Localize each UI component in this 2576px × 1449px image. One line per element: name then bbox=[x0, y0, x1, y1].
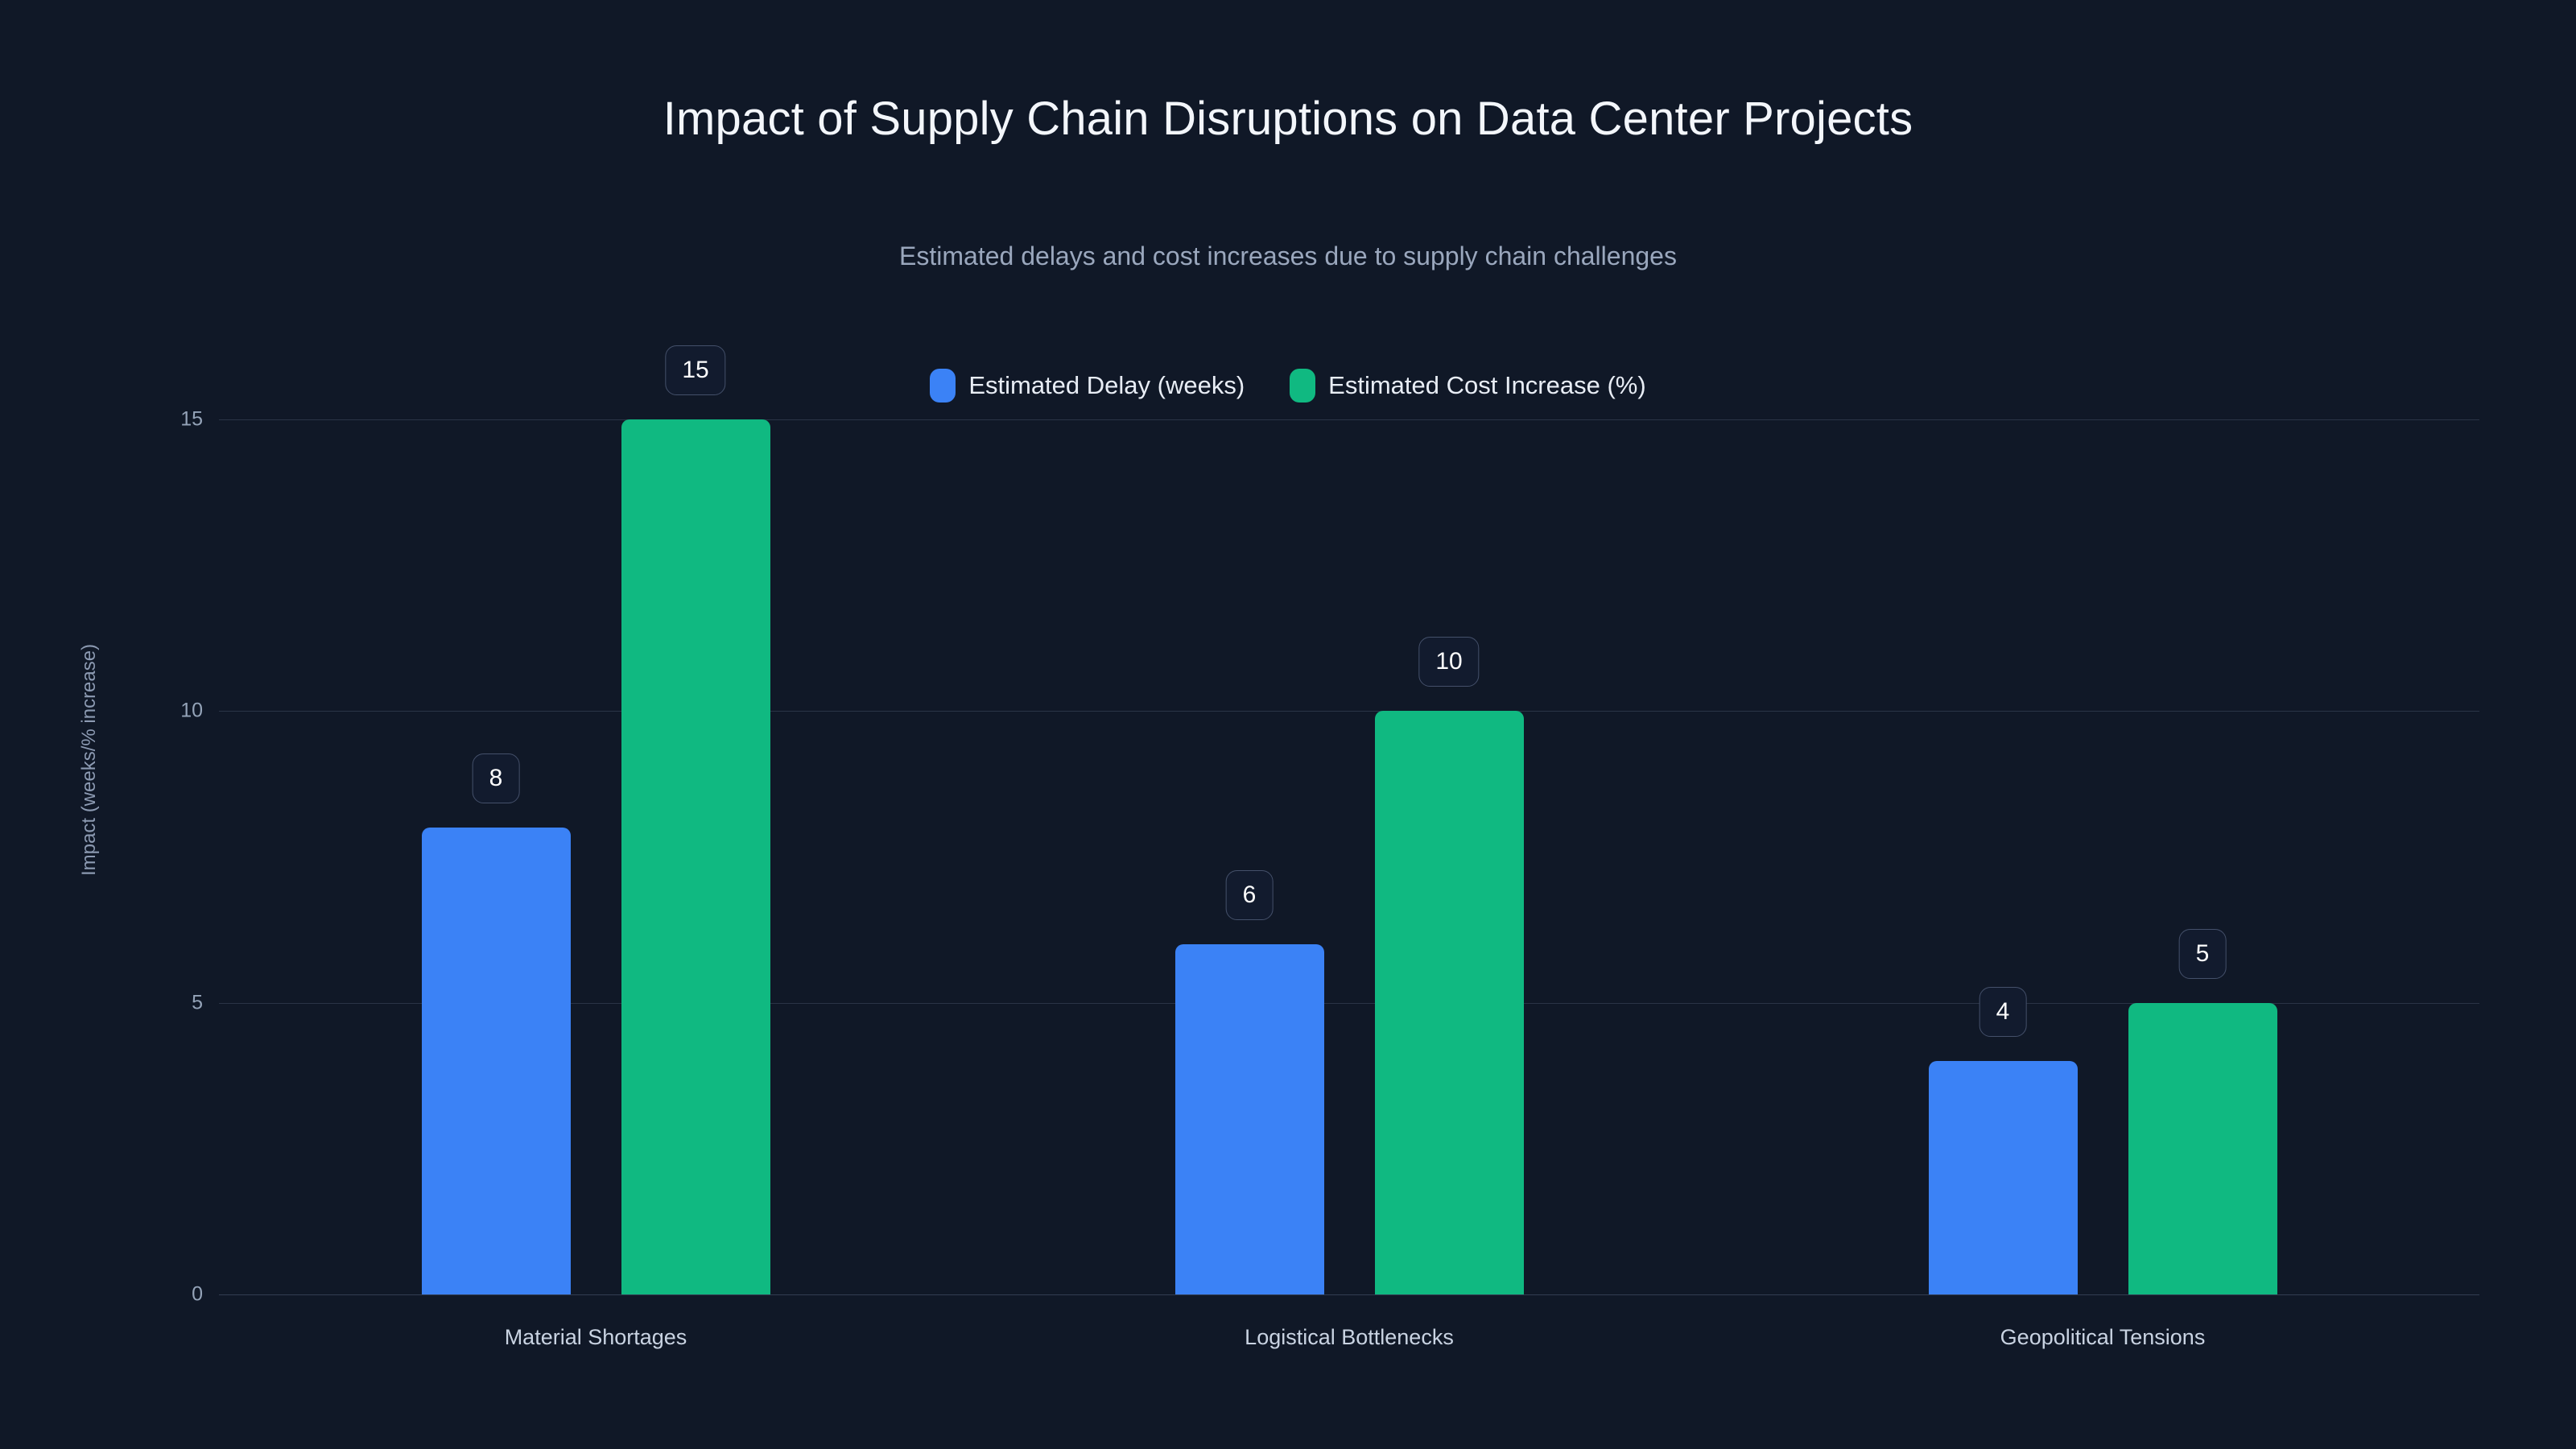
x-axis-tick-label: Material Shortages bbox=[504, 1325, 687, 1349]
y-axis-tick-label: 10 bbox=[180, 699, 203, 722]
plot-area: 8 15 6 10 4 5 bbox=[219, 345, 2479, 1295]
y-axis-tick-label: 0 bbox=[192, 1282, 203, 1306]
gridline bbox=[219, 419, 2479, 420]
gridline bbox=[219, 711, 2479, 712]
bar[interactable] bbox=[421, 828, 571, 1294]
x-axis-tick-label: Geopolitical Tensions bbox=[2000, 1325, 2206, 1349]
bar[interactable] bbox=[1928, 1061, 2078, 1294]
bar[interactable] bbox=[1174, 944, 1324, 1294]
legend-swatch-icon bbox=[1290, 369, 1316, 402]
y-axis-tick-label: 5 bbox=[192, 991, 203, 1014]
legend-item[interactable]: Estimated Delay (weeks) bbox=[930, 369, 1245, 402]
bar-value-label: 10 bbox=[1418, 637, 1480, 687]
bar[interactable] bbox=[1374, 711, 1524, 1294]
bar-value-label: 5 bbox=[2178, 928, 2227, 979]
bar-value-label: 6 bbox=[1225, 870, 1274, 921]
x-axis-tick-label: Logistical Bottlenecks bbox=[1245, 1325, 1454, 1349]
bar-value-label: 8 bbox=[472, 753, 520, 804]
legend-swatch-icon bbox=[930, 369, 956, 402]
bar-value-label: 4 bbox=[1979, 987, 2027, 1038]
legend-item-label: Estimated Delay (weeks) bbox=[968, 371, 1245, 399]
legend-item[interactable]: Estimated Cost Increase (%) bbox=[1290, 369, 1646, 402]
chart-legend: Estimated Delay (weeks) Estimated Cost In… bbox=[0, 369, 2576, 402]
y-axis-title: Impact (weeks/% increase) bbox=[78, 643, 100, 876]
gridline bbox=[219, 1002, 2479, 1004]
gridline bbox=[219, 1294, 2479, 1295]
chart-subtitle: Estimated delays and cost increases due … bbox=[899, 242, 1677, 270]
page-title: Impact of Supply Chain Disruptions on Da… bbox=[663, 93, 1913, 145]
y-axis-tick-label: 15 bbox=[180, 407, 203, 431]
bar-value-label: 15 bbox=[665, 345, 726, 395]
legend-item-label: Estimated Cost Increase (%) bbox=[1328, 371, 1646, 399]
bar[interactable] bbox=[2128, 1002, 2277, 1294]
bar[interactable] bbox=[621, 419, 770, 1294]
